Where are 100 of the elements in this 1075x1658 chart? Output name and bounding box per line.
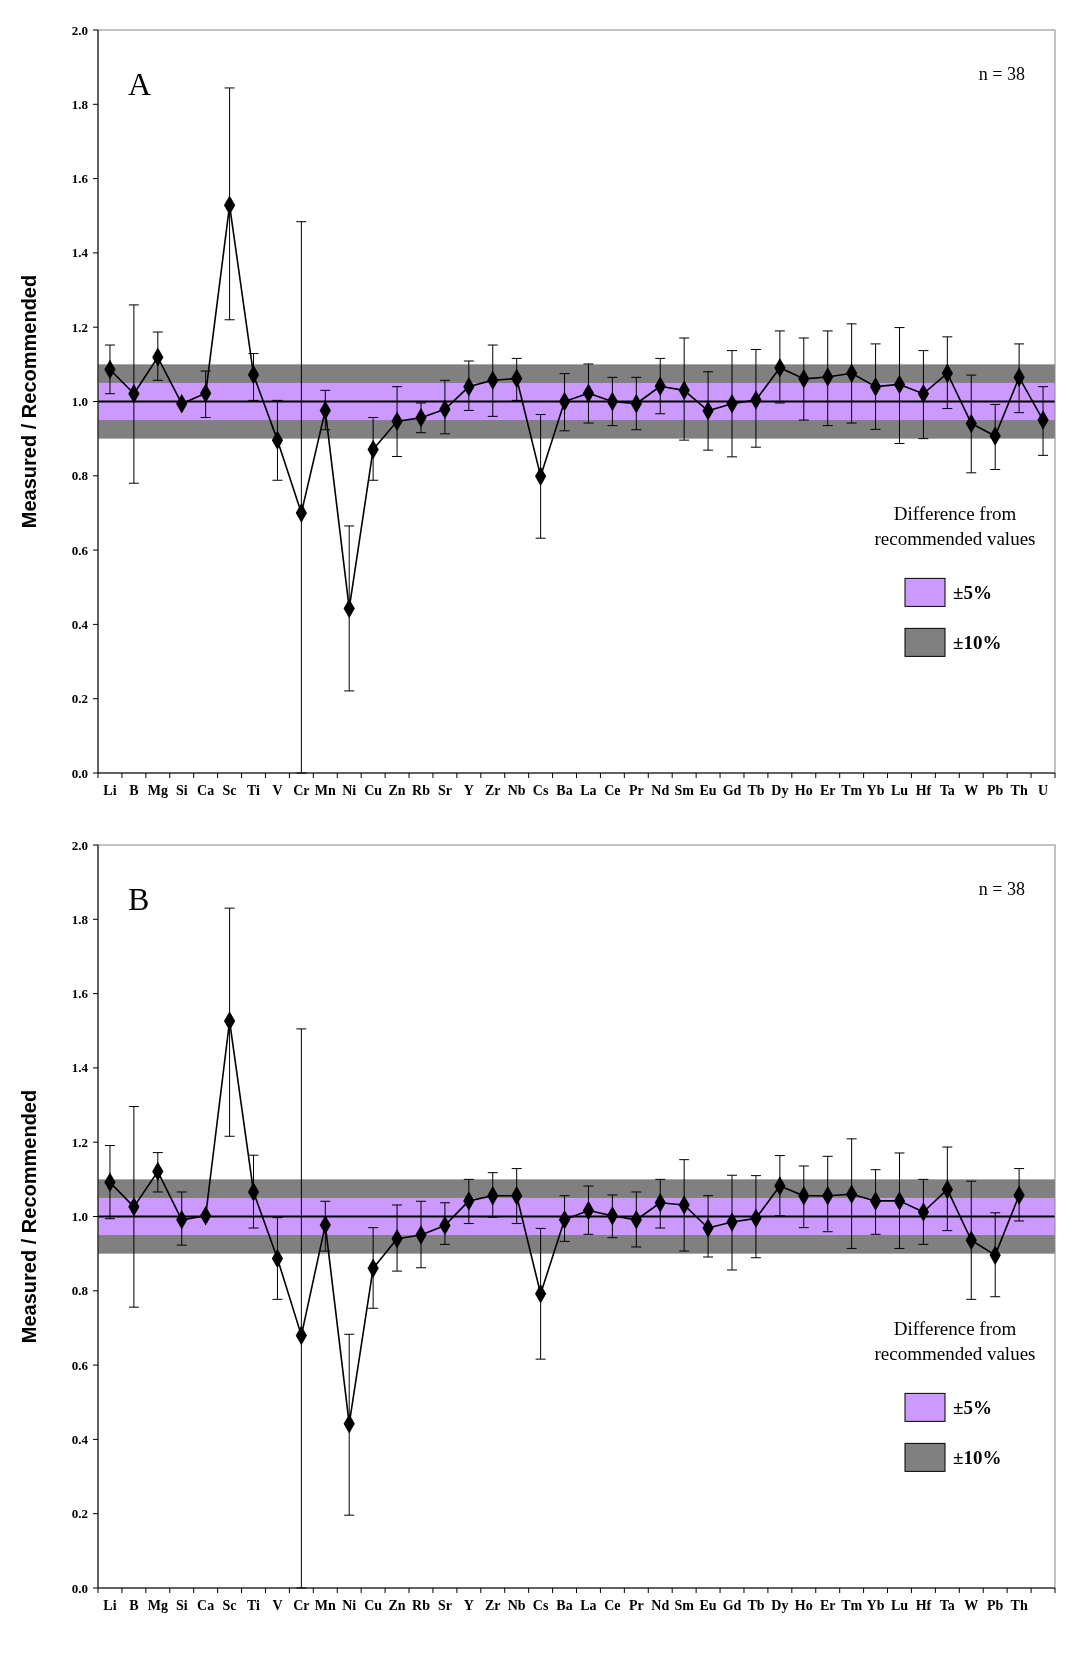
y-tick-label: 1.6 bbox=[71, 171, 89, 187]
y-tick-label: 0.8 bbox=[71, 1283, 89, 1299]
x-tick-label: Si bbox=[175, 1598, 188, 1613]
x-tick-label: Th bbox=[1010, 783, 1028, 798]
y-tick-label: 0.0 bbox=[71, 1580, 88, 1596]
x-tick-label: W bbox=[964, 783, 979, 798]
x-tick-label: W bbox=[964, 1598, 979, 1613]
x-tick-label: Cs bbox=[532, 783, 549, 798]
x-tick-label: Li bbox=[103, 1598, 117, 1613]
y-tick-label: 1.8 bbox=[71, 911, 89, 927]
x-tick-label: Zn bbox=[388, 1598, 406, 1613]
x-tick-label: Yb bbox=[866, 1598, 885, 1613]
y-tick-label: 1.8 bbox=[71, 96, 89, 112]
x-tick-label: V bbox=[272, 783, 283, 798]
x-tick-label: Ce bbox=[604, 1598, 621, 1613]
y-tick-label: 0.2 bbox=[71, 1506, 88, 1522]
y-tick-label: 1.0 bbox=[71, 1209, 88, 1225]
x-tick-label: Ta bbox=[939, 783, 955, 798]
x-tick-label: Nb bbox=[507, 783, 526, 798]
y-tick-label: 0.2 bbox=[71, 691, 88, 707]
x-tick-label: Cu bbox=[364, 783, 383, 798]
y-axis-title: Measured / Recommended bbox=[18, 274, 40, 529]
x-tick-label: Mg bbox=[147, 1598, 168, 1613]
x-tick-label: La bbox=[580, 783, 597, 798]
x-tick-label: Ce bbox=[604, 783, 621, 798]
x-tick-label: Ho bbox=[794, 783, 813, 798]
x-tick-label: Sr bbox=[437, 783, 452, 798]
x-tick-label: Pr bbox=[628, 1598, 644, 1613]
x-tick-label: Er bbox=[819, 1598, 836, 1613]
x-tick-label: Li bbox=[103, 783, 117, 798]
x-tick-label: Ni bbox=[342, 783, 357, 798]
x-tick-label: Ca bbox=[197, 1598, 215, 1613]
x-tick-label: Nd bbox=[651, 1598, 670, 1613]
x-tick-label: Nb bbox=[507, 1598, 526, 1613]
x-tick-label: Zr bbox=[484, 1598, 501, 1613]
x-tick-label: Dy bbox=[771, 783, 789, 798]
x-tick-label: Ho bbox=[794, 1598, 813, 1613]
x-tick-label: Ni bbox=[342, 1598, 357, 1613]
x-tick-label: Tm bbox=[841, 783, 863, 798]
y-tick-label: 2.0 bbox=[71, 22, 88, 38]
x-tick-label: Pb bbox=[987, 783, 1004, 798]
x-tick-label: Tb bbox=[747, 783, 765, 798]
x-tick-label: B bbox=[129, 1598, 139, 1613]
x-tick-label: Ba bbox=[556, 783, 573, 798]
x-tick-label: Cu bbox=[364, 1598, 383, 1613]
y-tick-label: 0.0 bbox=[71, 765, 88, 781]
y-axis-title: Measured / Recommended bbox=[18, 1089, 40, 1344]
x-tick-label: Si bbox=[175, 783, 188, 798]
legend-title: Difference from recommended values bbox=[874, 503, 1036, 550]
x-tick-label: Mn bbox=[314, 1598, 336, 1613]
x-tick-label: Sc bbox=[222, 783, 237, 798]
x-tick-label: Lu bbox=[890, 1598, 909, 1613]
x-tick-label: Zr bbox=[484, 783, 501, 798]
x-tick-label: Dy bbox=[771, 1598, 789, 1613]
x-tick-label: Gd bbox=[722, 1598, 742, 1613]
annotation: n = 38 bbox=[978, 879, 1025, 899]
x-tick-label: Pb bbox=[987, 1598, 1004, 1613]
x-tick-label: Sm bbox=[674, 1598, 695, 1613]
x-tick-label: Cr bbox=[293, 783, 310, 798]
x-tick-label: Tb bbox=[747, 1598, 765, 1613]
x-tick-label: Sc bbox=[222, 1598, 237, 1613]
x-tick-label: Zn bbox=[388, 783, 406, 798]
x-tick-label: Y bbox=[463, 783, 474, 798]
text: B bbox=[128, 881, 150, 917]
y-tick-label: 0.6 bbox=[71, 542, 89, 558]
x-tick-label: U bbox=[1037, 783, 1049, 798]
y-tick-label: 0.8 bbox=[71, 468, 89, 484]
x-tick-label: Hf bbox=[915, 1598, 932, 1613]
legend-label: ±10% bbox=[953, 632, 1002, 654]
x-tick-label: Lu bbox=[890, 783, 909, 798]
x-tick-label: Mg bbox=[147, 783, 168, 798]
x-tick-label: Nd bbox=[651, 783, 670, 798]
x-tick-label: Mn bbox=[314, 783, 336, 798]
y-tick-label: 1.2 bbox=[71, 319, 88, 335]
x-tick-label: Sm bbox=[674, 783, 695, 798]
x-tick-label: Sr bbox=[437, 1598, 452, 1613]
y-tick-label: 0.4 bbox=[71, 1431, 89, 1447]
y-tick-label: 1.4 bbox=[71, 245, 89, 261]
x-tick-label: Er bbox=[819, 783, 836, 798]
legend-title: Difference from recommended values bbox=[874, 1318, 1036, 1365]
y-tick-label: 0.6 bbox=[71, 1357, 89, 1373]
y-tick-label: 2.0 bbox=[71, 837, 88, 853]
x-tick-label: Gd bbox=[722, 783, 742, 798]
x-tick-label: Ti bbox=[247, 783, 261, 798]
x-tick-label: V bbox=[272, 1598, 283, 1613]
x-tick-label: Rb bbox=[412, 1598, 431, 1613]
x-tick-label: Y bbox=[463, 1598, 474, 1613]
legend-label: ±5% bbox=[953, 1397, 992, 1419]
x-tick-label: Cr bbox=[293, 1598, 310, 1613]
x-tick-label: Eu bbox=[699, 783, 717, 798]
y-tick-label: 1.4 bbox=[71, 1060, 89, 1076]
x-tick-label: Pr bbox=[628, 783, 644, 798]
x-tick-label: Th bbox=[1010, 1598, 1028, 1613]
x-tick-label: Ti bbox=[247, 1598, 261, 1613]
legend-label: ±5% bbox=[953, 582, 992, 604]
y-tick-label: 0.4 bbox=[71, 616, 89, 632]
x-tick-label: Ta bbox=[939, 1598, 955, 1613]
x-tick-label: Cs bbox=[532, 1598, 549, 1613]
x-tick-label: Eu bbox=[699, 1598, 717, 1613]
x-tick-label: Ca bbox=[197, 783, 215, 798]
